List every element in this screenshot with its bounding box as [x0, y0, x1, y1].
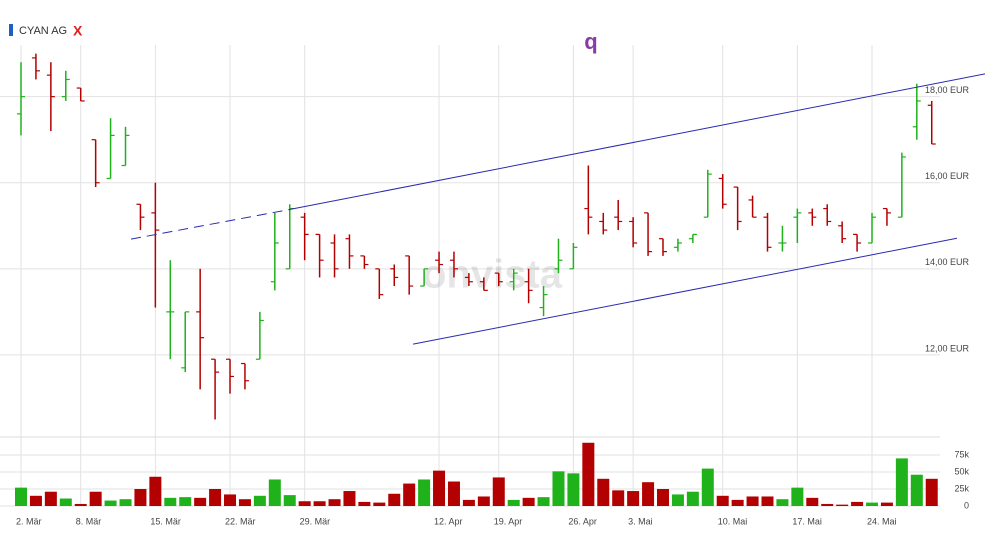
volume-bar	[328, 499, 341, 506]
volume-bar	[627, 491, 640, 506]
volume-bar	[686, 491, 699, 506]
title-badge	[9, 24, 13, 36]
volume-bar	[59, 498, 72, 506]
volume-bar	[806, 497, 819, 506]
volume-bar	[89, 491, 102, 506]
volume-bar	[44, 491, 57, 506]
volume-bar	[507, 499, 520, 506]
volume-bar	[836, 504, 849, 506]
y-tick-label: 12,00 EUR	[925, 343, 970, 353]
x-tick-label: 22. Mär	[225, 516, 256, 526]
x-tick-label: 8. Mär	[76, 516, 102, 526]
volume-bar	[15, 487, 27, 506]
x-tick-label: 17. Mai	[792, 516, 822, 526]
x-tick-label: 26. Apr	[568, 516, 597, 526]
volume-bar	[821, 503, 834, 506]
volume-bar	[238, 499, 251, 506]
volume-bar	[522, 497, 535, 506]
volume-bar	[567, 473, 580, 506]
volume-bar	[761, 496, 774, 506]
volume-bar	[224, 494, 237, 506]
volume-bar	[597, 478, 610, 506]
x-tick-label: 3. Mai	[628, 516, 653, 526]
volume-bar	[701, 468, 714, 506]
volume-bar	[134, 489, 147, 506]
volume-bar	[447, 481, 460, 506]
x-tick-label: 2. Mär	[16, 516, 42, 526]
volume-bar	[537, 497, 550, 506]
volume-bar	[403, 483, 416, 506]
volume-bar	[433, 470, 446, 506]
x-tick-label: 15. Mär	[150, 516, 181, 526]
volume-bar	[477, 496, 490, 506]
x-tick-label: 29. Mär	[300, 516, 331, 526]
volume-bar	[253, 495, 266, 506]
volume-bar	[552, 471, 565, 506]
volume-bar	[656, 489, 669, 506]
volume-bar	[866, 502, 879, 506]
volume-bar	[388, 493, 401, 506]
volume-tick-label: 0	[964, 500, 969, 510]
volume-tick-label: 50k	[954, 466, 969, 476]
volume-bar	[358, 501, 371, 506]
volume-bar	[209, 489, 222, 506]
y-tick-label: 14,00 EUR	[925, 257, 970, 267]
volume-bar	[283, 495, 296, 506]
volume-bar	[268, 479, 281, 506]
volume-bar	[731, 499, 744, 506]
volume-bar	[373, 502, 386, 506]
volume-bar	[164, 497, 177, 506]
volume-bar	[642, 482, 655, 506]
volume-bar	[298, 501, 311, 506]
volume-bar	[925, 478, 938, 506]
volume-bar	[418, 479, 431, 506]
volume-bar	[910, 474, 923, 506]
x-tick-label: 12. Apr	[434, 516, 463, 526]
volume-bar	[791, 487, 804, 506]
x-tick-label: 24. Mai	[867, 516, 897, 526]
y-tick-label: 18,00 EUR	[925, 85, 970, 95]
volume-tick-label: 75k	[954, 449, 969, 459]
volume-bar	[343, 491, 356, 506]
volume-bar	[29, 495, 42, 506]
volume-bar	[582, 442, 595, 506]
volume-bar	[104, 500, 117, 506]
volume-bar	[880, 502, 893, 506]
close-button[interactable]: X	[73, 23, 83, 39]
volume-bar	[895, 458, 908, 506]
x-tick-label: 10. Mai	[718, 516, 748, 526]
volume-bar	[776, 499, 789, 506]
volume-bar	[313, 501, 326, 506]
y-tick-label: 16,00 EUR	[925, 171, 970, 181]
volume-bar	[851, 501, 864, 506]
volume-bar	[74, 503, 87, 506]
volume-bar	[119, 499, 132, 506]
volume-bar	[612, 490, 625, 506]
trendline	[289, 73, 985, 210]
x-tick-label: 19. Apr	[494, 516, 523, 526]
volume-bar	[716, 495, 729, 506]
volume-bar	[194, 497, 207, 506]
volume-bar	[149, 476, 162, 506]
marker-text: q	[584, 29, 597, 54]
chart-title: CYAN AG	[19, 25, 67, 37]
volume-bar	[462, 499, 475, 506]
volume-bar	[492, 477, 505, 506]
volume-bar	[671, 494, 684, 506]
watermark: onvista	[422, 253, 563, 297]
volume-tick-label: 25k	[954, 483, 969, 493]
trendline	[412, 237, 958, 345]
volume-bar	[179, 497, 192, 506]
trendline	[130, 208, 291, 240]
volume-bar	[746, 496, 759, 506]
